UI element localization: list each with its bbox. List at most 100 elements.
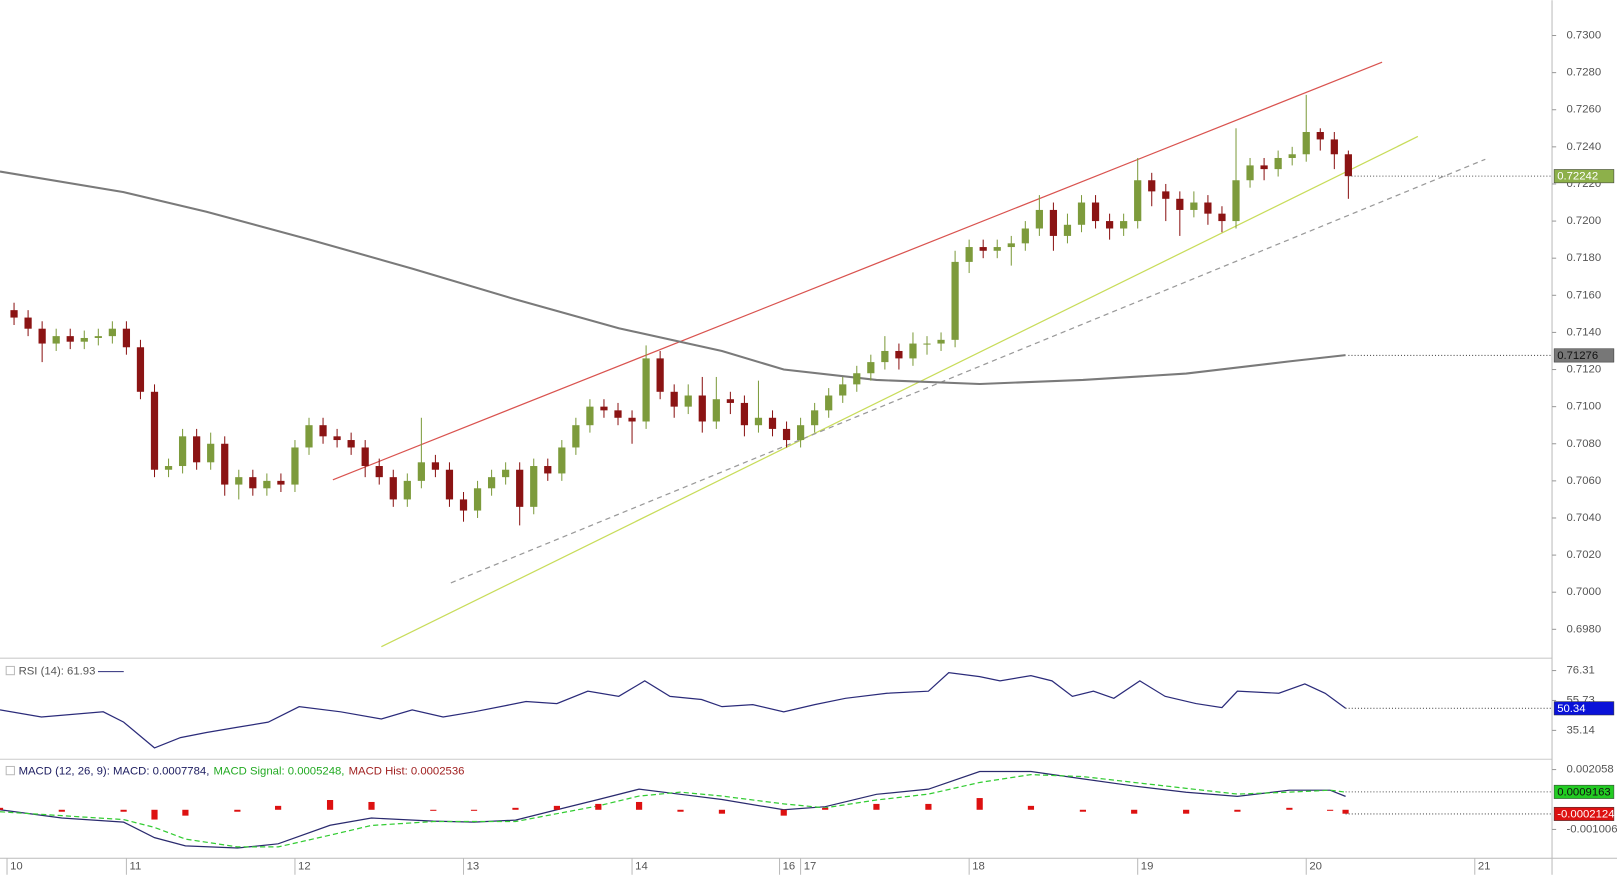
candle-body <box>1035 209 1043 229</box>
histogram-bar <box>553 805 560 810</box>
candle-body <box>333 436 341 441</box>
candle-body <box>796 425 805 441</box>
series-line <box>0 671 1346 749</box>
last-value-label: 50.34 <box>1557 703 1585 715</box>
y-tick-label: 0.7040 <box>1566 512 1601 524</box>
x-tick-label: 10 <box>10 861 23 873</box>
histogram-bar <box>470 809 478 811</box>
x-tick-label: 16 <box>783 861 796 873</box>
histogram-bar <box>234 809 241 812</box>
histogram-bar <box>1079 809 1087 812</box>
candle-body <box>614 410 622 418</box>
candle-body <box>754 417 763 426</box>
candle-body <box>895 350 903 359</box>
histogram-bar <box>1286 807 1293 810</box>
last-value-box <box>1553 784 1615 799</box>
y-tick-label: 0.7100 <box>1566 401 1601 413</box>
candle-body <box>867 362 875 374</box>
candle-body <box>459 499 468 511</box>
histogram-bar <box>58 809 65 812</box>
legend-icon <box>5 765 15 776</box>
candle-body <box>1260 165 1268 170</box>
candle-body <box>473 488 482 511</box>
histogram-bar <box>873 803 880 810</box>
y-tick-label: 0.7060 <box>1566 475 1601 487</box>
histogram-bar <box>430 809 437 811</box>
y-tick-label: 0.7000 <box>1566 586 1601 598</box>
candle-body <box>108 328 116 337</box>
candle-body <box>235 477 243 485</box>
candle-body <box>389 477 397 500</box>
x-tick-label: 18 <box>972 861 985 873</box>
candle-body <box>263 480 271 489</box>
y-tick-label: 0.7120 <box>1566 364 1601 376</box>
candle-body <box>811 410 819 426</box>
x-tick-label: 17 <box>804 861 817 873</box>
histogram-bar <box>925 803 932 810</box>
candle-body <box>572 425 580 448</box>
candle-body <box>24 317 32 329</box>
histogram-bar <box>1131 809 1138 814</box>
series-line <box>0 770 1346 849</box>
legend-part: MACD (12, 26, 9): MACD: 0.0007784, <box>19 766 210 778</box>
candle-body <box>1077 202 1086 225</box>
candle-body <box>1190 202 1198 210</box>
candle-body <box>558 447 566 474</box>
y-tick-label: 0.6980 <box>1566 623 1601 635</box>
histogram-bar <box>1342 809 1349 814</box>
trend-line <box>332 61 1383 481</box>
candle-body <box>740 402 749 426</box>
candle-body <box>642 358 650 422</box>
candle-body <box>1288 154 1296 158</box>
candle-body <box>136 347 145 392</box>
candle-body <box>825 395 833 411</box>
candle-body <box>1063 224 1072 236</box>
y-tick-label: 0.002058 <box>1566 764 1613 776</box>
candle-body <box>768 417 777 429</box>
y-tick-label: 76.31 <box>1566 665 1594 677</box>
histogram-bar <box>822 807 829 810</box>
trend-line <box>0 170 1346 386</box>
candle-body <box>1246 165 1254 181</box>
candle-body <box>909 343 917 359</box>
legend-text: MACD (12, 26, 9): MACD: 0.0007784, MACD S… <box>19 766 465 778</box>
y-tick-label: 0.7020 <box>1566 549 1601 561</box>
candle-body <box>993 247 1001 251</box>
candle-body <box>670 391 678 407</box>
candle-body <box>207 443 215 463</box>
candle-body <box>1162 191 1170 199</box>
candle-body <box>375 466 383 478</box>
candle-body <box>839 384 847 396</box>
candle-body <box>445 469 454 500</box>
histogram-bar <box>512 807 519 810</box>
candle-body <box>586 406 594 426</box>
candle-body <box>1204 202 1212 214</box>
candle-body <box>403 480 411 500</box>
y-tick-label: 0.7140 <box>1566 326 1601 338</box>
candle-body <box>544 466 552 474</box>
candle-body <box>66 336 74 342</box>
candle-body <box>656 358 664 392</box>
candle-body <box>277 480 285 485</box>
candle-body <box>1148 180 1156 192</box>
candle-body <box>698 395 706 422</box>
histogram-bar <box>595 803 602 810</box>
histogram-bar <box>780 809 787 816</box>
candle-body <box>937 339 945 344</box>
candle-body <box>530 466 538 507</box>
candle-body <box>1232 180 1240 222</box>
candle-body <box>1021 228 1029 244</box>
x-tick-label: 11 <box>130 861 142 873</box>
candle-body <box>1344 154 1352 177</box>
y-tick-label: 0.7180 <box>1566 252 1601 264</box>
candle-body <box>881 350 889 363</box>
candle-body <box>249 477 257 489</box>
candle-body <box>221 443 229 485</box>
y-tick-label: -0.0010062 <box>1566 823 1617 835</box>
histogram-bar <box>1183 809 1190 814</box>
candle-body <box>600 406 608 411</box>
x-tick-label: 13 <box>467 861 480 873</box>
histogram-bar <box>182 809 189 816</box>
candle-body <box>516 469 524 507</box>
candle-body <box>164 466 173 470</box>
